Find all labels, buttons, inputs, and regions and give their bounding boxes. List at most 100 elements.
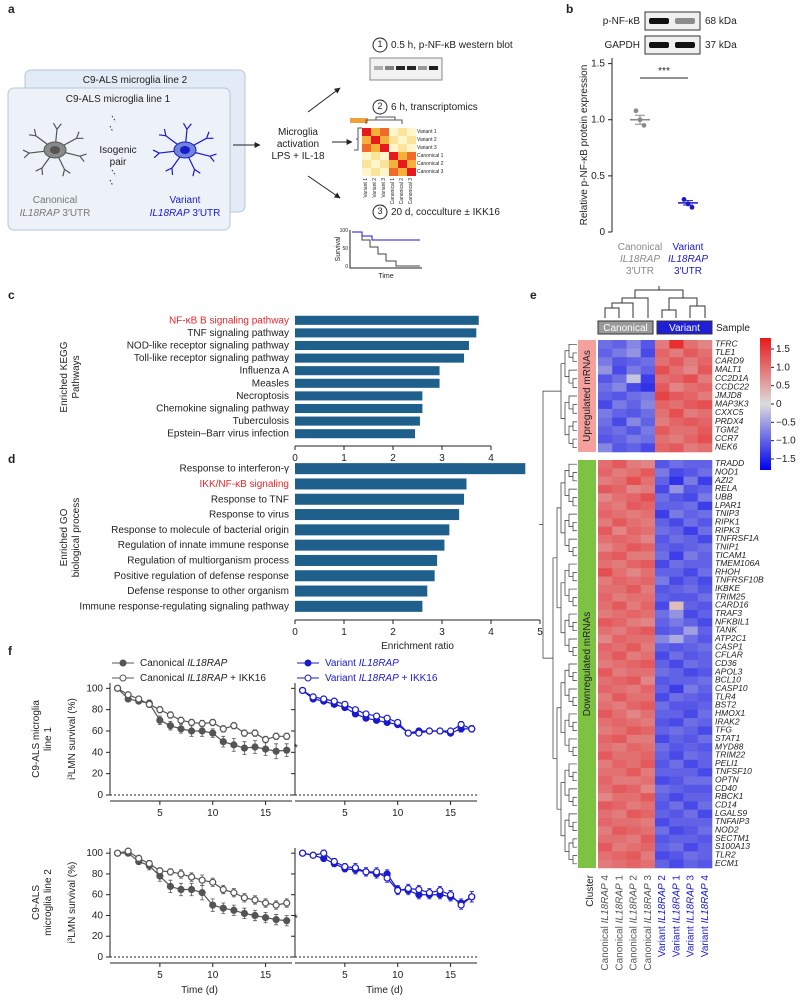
data-point [689, 204, 695, 210]
heatmap-cell [626, 340, 642, 349]
gene-label: ATP2C1 [714, 633, 747, 643]
dendrogram-branch [572, 597, 577, 607]
heatmap-cell [697, 809, 713, 819]
category-label: Toll-like receptor signaling pathway [134, 353, 289, 364]
heatmap-cell [683, 340, 699, 349]
pair-label: Isogenic [99, 145, 136, 156]
category-label: NOD-like receptor signaling pathway [127, 340, 289, 351]
heatmap-cell [655, 468, 670, 477]
dendrogram-branch [572, 796, 577, 806]
heatmap-cell [640, 601, 656, 611]
data-point [135, 695, 143, 703]
data-point [240, 894, 249, 902]
heatmap-cell [683, 468, 699, 477]
heatmap-cell [655, 668, 670, 677]
sample-label: Sample [716, 323, 750, 334]
heatmap-cell [612, 365, 627, 375]
heatmap-cell [669, 340, 684, 349]
heatmap-cell [697, 518, 713, 527]
gene-label: TNFRSF1A [715, 533, 759, 543]
heatmap-cell [612, 518, 627, 527]
heatmap-cell [640, 834, 656, 844]
heatmap-cell [669, 768, 684, 777]
data-point [145, 859, 153, 868]
bar [295, 416, 420, 426]
heatmap-cell [655, 534, 670, 544]
heatmap-cell [697, 659, 713, 669]
mini-tick: 0 [345, 264, 348, 270]
mini-survival: 100 50 0 Survival Time [335, 228, 422, 280]
group-label: Variant [669, 323, 700, 334]
data-point [272, 732, 280, 740]
heatmap-cell [683, 568, 699, 577]
mini-col-label: Canonical 1 [390, 178, 396, 205]
heatmap-cell [669, 718, 684, 727]
gene-label: CARD16 [715, 600, 749, 610]
y-tick-label: 60 [92, 889, 104, 900]
heatmap-cell [612, 340, 627, 349]
x-tick-label: 5 [342, 808, 348, 819]
data-point [457, 720, 465, 729]
mini-blot-bands [374, 66, 438, 70]
step-number: 3 [377, 206, 382, 216]
data-point [177, 716, 185, 724]
mini-cell [380, 152, 389, 160]
heatmap-cell [655, 768, 670, 777]
heatmap-cell [697, 784, 713, 794]
heatmap-cell [697, 668, 713, 677]
heatmap-cell [669, 534, 684, 544]
heatmap-cell [640, 826, 656, 835]
heatmap-cell [612, 391, 627, 401]
mini-dendrogram [354, 116, 403, 151]
heatmap-cell [697, 776, 713, 786]
heatmap-cell [612, 551, 627, 561]
heatmap-cell [640, 751, 656, 761]
sample-name: Variant IL18RAP 3 [685, 875, 696, 958]
heatmap-cell [683, 759, 699, 769]
dendrogram-branch [568, 842, 573, 861]
heatmap-cell [612, 509, 627, 519]
heatmap-cell [655, 526, 670, 536]
heatmap-cell [655, 659, 670, 669]
heatmap-cell [598, 593, 613, 602]
heatmap-cell [683, 809, 699, 819]
sample-name: Canonical IL18RAP 4 [600, 875, 611, 971]
heatmap-cell [626, 601, 642, 611]
heatmap-cell [640, 651, 656, 661]
heatmap-cell [598, 684, 613, 694]
heatmap-cell [640, 400, 656, 410]
heatmap-cell [626, 701, 642, 711]
heatmap-cell [626, 501, 642, 511]
heatmap-cell [697, 718, 713, 727]
heatmap-cell [655, 365, 670, 375]
heatmap-cell [640, 584, 656, 594]
colorbar-label: 0.5 [776, 380, 790, 391]
mini-band [396, 66, 405, 70]
category-label: Regulation of innate immune response [118, 540, 290, 551]
heatmap-cell [612, 476, 627, 486]
y-axis-label: i³LMN survival (%) [67, 862, 78, 944]
data-point [372, 868, 381, 876]
mini-cell [407, 160, 416, 168]
heatmap-cell [669, 526, 684, 536]
pair-dots [109, 115, 117, 187]
gene-label: ECM1 [715, 858, 739, 868]
category-label: Necroptosis [236, 391, 289, 402]
heatmap-cell [612, 434, 627, 444]
gene-label: TNIP3 [715, 508, 739, 518]
mini-cell [398, 128, 407, 136]
heatmap-cell [612, 709, 627, 719]
series-line [302, 689, 472, 734]
heatmap-cell [683, 391, 699, 401]
gene-label: TRADD [715, 458, 744, 468]
heatmap-cell [697, 340, 713, 349]
heatmap-cell [697, 391, 713, 401]
dendrogram-branch [572, 438, 577, 449]
category-label: TNF signaling pathway [187, 328, 289, 339]
heatmap-cell [626, 859, 642, 869]
dendrogram-branch [564, 569, 569, 596]
heatmap-cell [655, 793, 670, 802]
heatmap-cell [612, 759, 627, 769]
heatmap-cell [669, 851, 684, 860]
heatmap-cell [683, 851, 699, 860]
